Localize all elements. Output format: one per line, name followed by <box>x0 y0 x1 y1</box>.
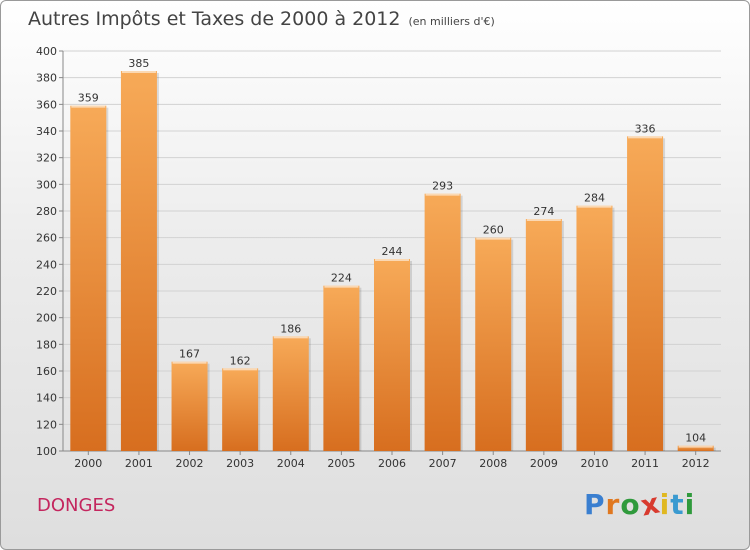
bar <box>525 219 562 451</box>
logo-letter: o <box>620 488 641 521</box>
y-tick-label: 280 <box>36 205 57 218</box>
bar <box>70 105 107 452</box>
y-tick-label: 400 <box>36 45 57 58</box>
y-tick-label: 140 <box>36 392 57 405</box>
bar-highlight <box>375 259 409 261</box>
bar-highlight <box>223 368 258 371</box>
bar-value-label: 224 <box>331 272 352 285</box>
bar-value-label: 293 <box>432 180 453 193</box>
bar-highlight <box>324 285 359 288</box>
logo-letter: t <box>670 488 685 521</box>
bar <box>374 259 410 451</box>
bar-highlight <box>273 336 308 339</box>
x-tick-label: 2001 <box>125 457 153 470</box>
logo-letter: P <box>584 488 606 521</box>
bar-value-label: 274 <box>533 205 554 218</box>
bar-highlight <box>628 136 663 139</box>
bar-highlight <box>577 205 612 208</box>
bar <box>222 368 259 451</box>
bar-value-label: 104 <box>685 432 706 445</box>
y-tick-label: 360 <box>36 98 57 111</box>
place-name: DONGES <box>37 495 116 516</box>
bar-highlight <box>172 361 207 364</box>
bar <box>171 361 208 451</box>
logo-letter: i <box>659 488 671 521</box>
y-tick-label: 340 <box>36 125 57 138</box>
y-tick-label: 220 <box>36 285 57 298</box>
bar-value-label: 359 <box>78 92 99 105</box>
bar <box>323 285 360 451</box>
labels: 100 120 140 160 180 200 220 240 260 280 300 320 340 3… <box>36 45 710 470</box>
x-tick-label: 2009 <box>530 457 558 470</box>
bar-value-label: 186 <box>280 322 301 335</box>
y-tick-label: 240 <box>36 258 57 271</box>
logo-letter: i <box>684 488 696 521</box>
chart-title-text: Autres Impôts et Taxes de 2000 à 2012 <box>28 8 401 30</box>
bar-highlight <box>476 237 511 240</box>
bar <box>475 237 512 451</box>
x-tick-label: 2000 <box>74 457 102 470</box>
proxiti-logo[interactable]: Proxiti <box>584 486 696 522</box>
bar-highlight <box>526 219 561 221</box>
bar-highlight <box>678 445 713 448</box>
x-tick-label: 2006 <box>378 457 406 470</box>
y-tick-label: 260 <box>36 232 57 245</box>
y-tick-label: 300 <box>36 178 57 191</box>
x-tick-label: 2007 <box>429 457 457 470</box>
y-tick-label: 100 <box>36 445 57 458</box>
y-tick-label: 160 <box>36 365 57 378</box>
x-tick-label: 2010 <box>580 457 608 470</box>
y-tick-label: 120 <box>36 418 57 431</box>
bar <box>272 336 309 451</box>
bar-value-label: 260 <box>483 224 504 237</box>
bar-value-label: 162 <box>230 354 251 367</box>
bar-highlight <box>425 193 460 196</box>
x-tick-label: 2005 <box>327 457 355 470</box>
logo-letter: r <box>605 488 621 521</box>
bar <box>424 193 461 451</box>
bar-value-label: 385 <box>128 57 149 70</box>
x-tick-label: 2002 <box>176 457 204 470</box>
bar-value-label: 167 <box>179 348 200 361</box>
y-tick-label: 180 <box>36 338 57 351</box>
bar-highlight <box>71 105 106 108</box>
x-tick-label: 2004 <box>277 457 305 470</box>
x-tick-label: 2011 <box>631 457 659 470</box>
bar-value-label: 336 <box>635 122 656 135</box>
bar <box>576 205 613 451</box>
bar <box>120 71 157 451</box>
bar-value-label: 244 <box>382 245 403 258</box>
bar <box>677 445 714 451</box>
bar <box>627 136 664 452</box>
bar-highlight <box>121 71 156 73</box>
y-tick-label: 380 <box>36 72 57 85</box>
bar-value-label: 284 <box>584 192 605 205</box>
y-tick-label: 320 <box>36 152 57 165</box>
chart-title: Autres Impôts et Taxes de 2000 à 2012 (en… <box>28 8 495 30</box>
y-tick-label: 200 <box>36 312 57 325</box>
x-tick-label: 2003 <box>226 457 254 470</box>
bars <box>70 71 716 452</box>
chart-subtitle: (en milliers d'€) <box>408 15 495 28</box>
x-tick-label: 2012 <box>682 457 710 470</box>
x-tick-label: 2008 <box>479 457 507 470</box>
